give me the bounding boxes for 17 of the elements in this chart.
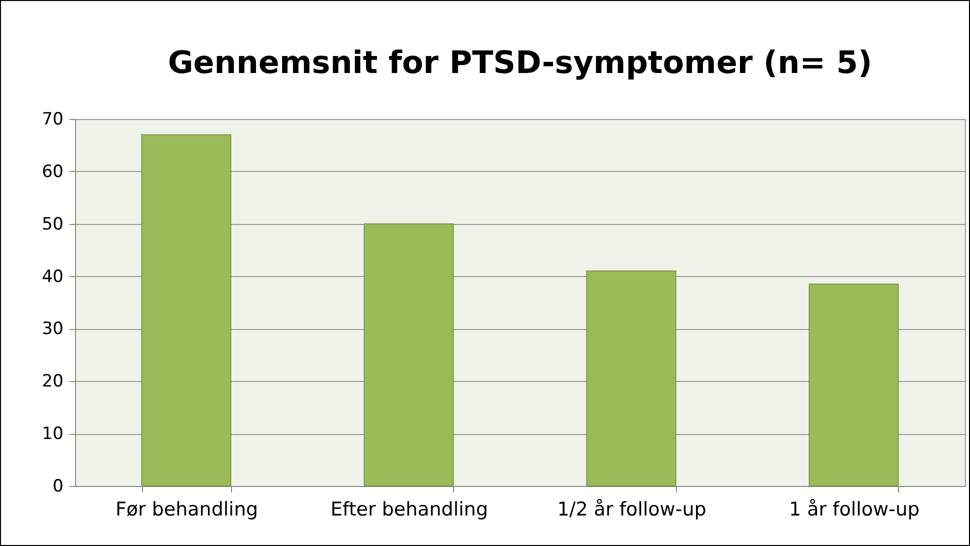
bar xyxy=(364,223,454,486)
x-tick-label: Før behandling xyxy=(115,498,258,520)
bar xyxy=(586,270,676,486)
y-tick-label: 60 xyxy=(42,162,64,182)
y-tick-label: 30 xyxy=(42,319,64,340)
y-tick-label: 20 xyxy=(42,372,64,392)
y-tick-label: 50 xyxy=(42,214,64,234)
bar xyxy=(141,134,232,486)
y-tick-label: 40 xyxy=(42,266,64,287)
x-tick-label: 1 år follow-up xyxy=(788,498,920,520)
x-tick-label: Efter behandling xyxy=(330,498,488,520)
x-tick-label: 1/2 år follow-up xyxy=(557,498,706,520)
bar xyxy=(808,284,899,486)
y-tick-label: 10 xyxy=(42,424,64,444)
chart-title: Gennemsnit for PTSD-symptomer (n= 5) xyxy=(168,45,872,81)
y-tick-label: 70 xyxy=(42,110,64,130)
y-tick-label: 0 xyxy=(52,476,64,496)
